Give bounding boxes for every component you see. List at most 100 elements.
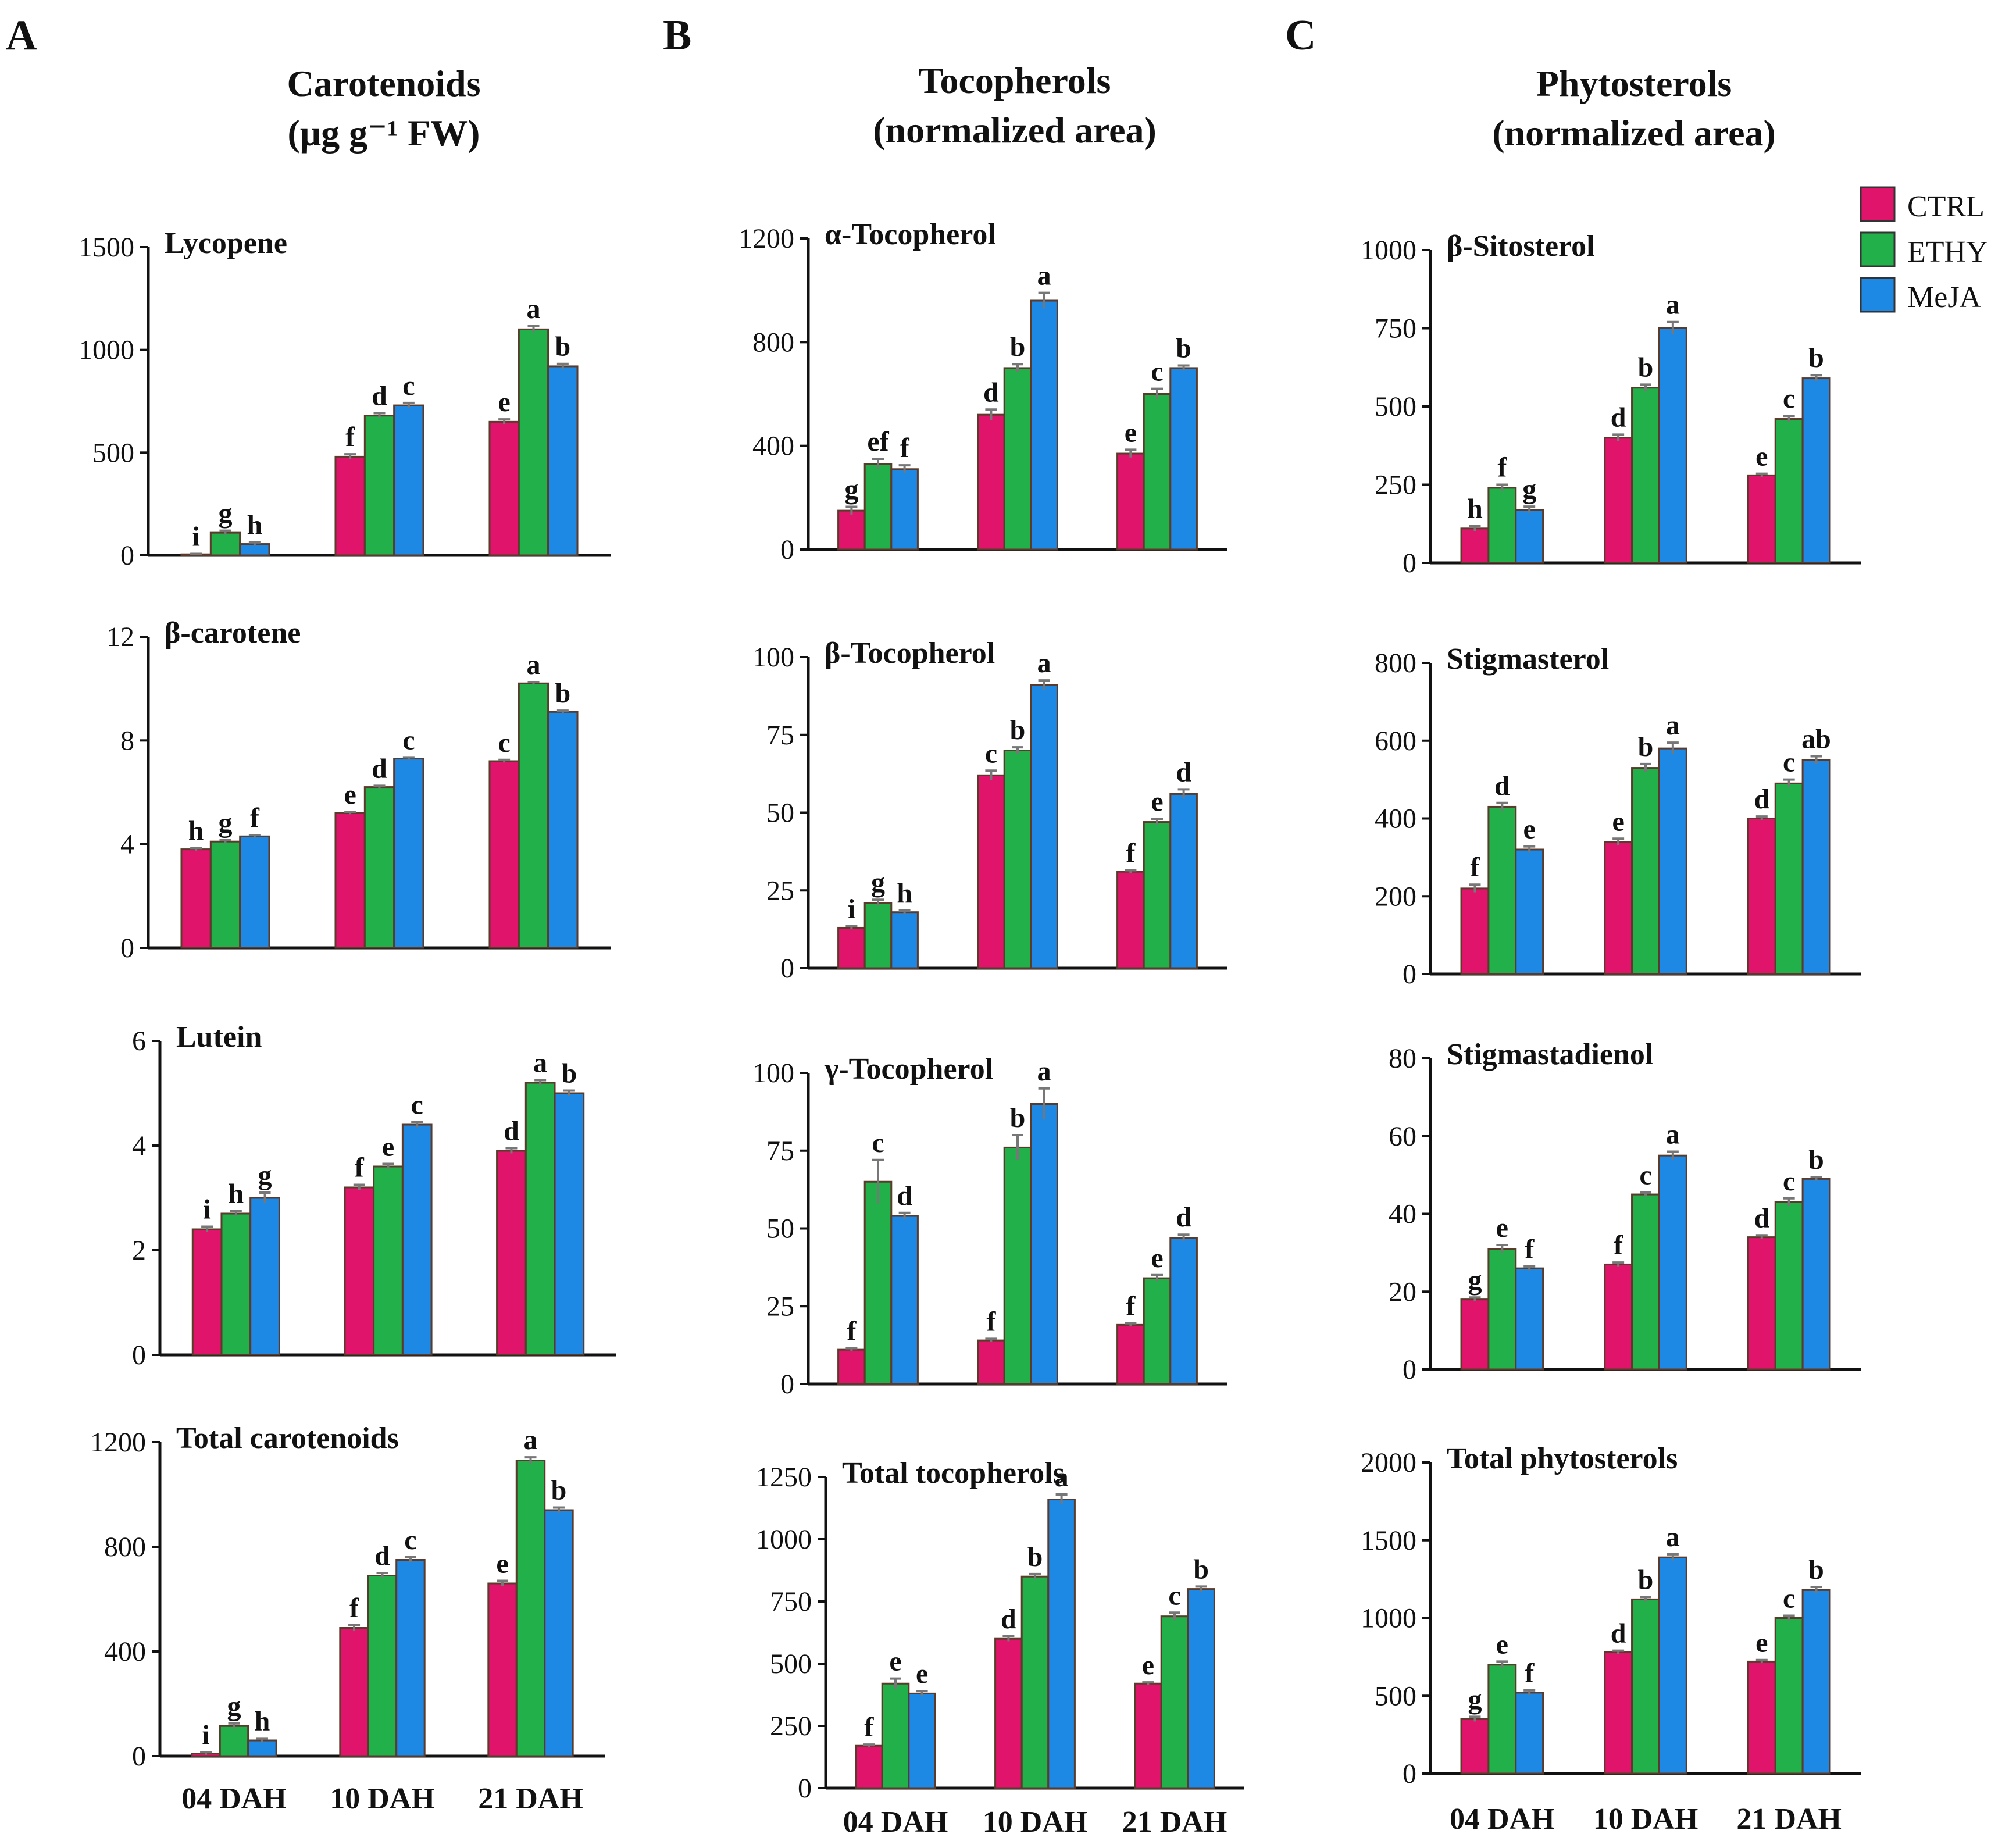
bar-ctrl-2 <box>994 1637 1023 1789</box>
significance-label: d <box>983 377 999 408</box>
significance-label: e <box>1125 417 1137 448</box>
bar-meja-3 <box>1169 367 1198 551</box>
bar-meja-2 <box>1030 299 1058 551</box>
panel-letter-b: B <box>663 12 691 59</box>
error-bar <box>985 408 997 420</box>
error-bar <box>1783 1614 1795 1621</box>
y-tick-label: 60 <box>1389 1121 1416 1152</box>
significance-label: h <box>897 878 912 909</box>
bar-ctrl-3 <box>1116 1323 1145 1385</box>
chart-beta-tocopherol: 0 25 50 75 100 β-Tocopherol ig h cb a fed <box>752 637 1227 984</box>
error-bar <box>1667 1553 1679 1561</box>
error-bar <box>219 529 231 535</box>
bar-ethy-2 <box>1020 1575 1050 1789</box>
bar-ctrl-2 <box>1604 1263 1633 1371</box>
error-bar <box>201 1225 213 1232</box>
x-category-label: 04 DAH <box>1450 1803 1555 1836</box>
error-bar <box>1755 815 1768 820</box>
y-tick-label: 0 <box>780 534 794 565</box>
bar-meja-3 <box>544 1509 574 1757</box>
error-bar <box>1612 837 1625 845</box>
error-bar <box>505 1147 518 1154</box>
significance-label: e <box>496 1549 508 1579</box>
significance-label: i <box>848 894 855 925</box>
error-bar <box>845 505 858 515</box>
chart-title: Lycopene <box>165 227 287 260</box>
y-tick-label: 6 <box>132 1026 146 1057</box>
error-bar <box>527 325 540 333</box>
significance-label: g <box>844 474 858 505</box>
error-bar <box>1012 746 1023 754</box>
bar-meja-1 <box>249 1197 280 1356</box>
y-tick-label: 0 <box>780 953 794 984</box>
significance-label: f <box>1525 1658 1535 1689</box>
error-bar <box>230 1210 242 1216</box>
significance-label: b <box>1808 343 1824 373</box>
error-bar <box>1783 778 1795 787</box>
bar-ctrl-3 <box>1116 452 1145 551</box>
significance-label: d <box>1494 770 1510 801</box>
y-tick-label: 0 <box>1403 548 1416 579</box>
error-bar <box>353 1183 365 1190</box>
bar-ctrl-1 <box>1460 1718 1490 1775</box>
significance-label: i <box>202 1719 209 1750</box>
legend-swatch-ethy <box>1860 231 1896 267</box>
significance-label: f <box>345 422 355 452</box>
y-tick-label: 200 <box>1375 881 1416 912</box>
significance-label: g <box>258 1160 272 1191</box>
y-tick-label: 400 <box>1375 804 1416 834</box>
error-bar <box>1177 788 1190 799</box>
error-bar <box>1640 1191 1651 1197</box>
x-category-label: 10 DAH <box>330 1782 435 1815</box>
significance-label: ef <box>867 426 889 457</box>
error-bar <box>1810 374 1822 381</box>
error-bar <box>898 464 911 473</box>
y-tick-label: 50 <box>766 1214 794 1244</box>
error-bar <box>1029 1572 1041 1579</box>
error-bar <box>1469 1715 1481 1722</box>
bar-meja-1 <box>1515 509 1544 564</box>
column-c-title: Phytosterols <box>1536 63 1732 104</box>
significance-label: c <box>1783 1583 1795 1614</box>
bar-ctrl-1 <box>837 926 866 969</box>
x-category-label: 21 DAH <box>1122 1806 1227 1839</box>
bar-ctrl-3 <box>496 1150 527 1356</box>
significance-label: a <box>524 1425 538 1455</box>
significance-label: g <box>219 808 233 839</box>
significance-label: d <box>1001 1604 1016 1635</box>
y-tick-label: 4 <box>120 829 134 860</box>
significance-label: a <box>1055 1462 1069 1493</box>
bar-ctrl-1 <box>855 1744 883 1789</box>
bar-ethy-2 <box>1631 387 1660 564</box>
error-bar <box>404 1556 416 1562</box>
error-bar <box>1810 1175 1822 1181</box>
significance-label: b <box>1808 1554 1824 1585</box>
y-tick-label: 1000 <box>78 335 134 366</box>
y-tick-label: 100 <box>752 642 794 673</box>
error-bar <box>1055 1493 1068 1505</box>
y-tick-label: 75 <box>766 1136 794 1166</box>
y-tick-label: 800 <box>752 327 794 358</box>
significance-label: f <box>355 1153 365 1183</box>
error-bar <box>1523 845 1536 853</box>
column-a-unit: (μg g⁻¹ FW) <box>288 112 480 154</box>
x-category-label: 21 DAH <box>1736 1803 1842 1836</box>
error-bar <box>1169 1611 1180 1621</box>
error-bar <box>376 1572 388 1578</box>
error-bar <box>1496 801 1508 811</box>
significance-label: b <box>1638 1564 1654 1595</box>
significance-label: c <box>498 727 510 758</box>
significance-label: a <box>533 1048 547 1079</box>
bar-meja-3 <box>1801 1178 1831 1371</box>
error-bar <box>200 1751 212 1755</box>
y-tick-label: 250 <box>770 1711 812 1742</box>
bar-ethy-2 <box>1003 750 1032 969</box>
bar-meja-1 <box>1515 848 1544 975</box>
bar-meja-1 <box>247 1739 277 1757</box>
significance-label: e <box>889 1646 901 1677</box>
significance-label: c <box>1168 1580 1180 1611</box>
error-bar <box>872 457 884 469</box>
bar-ethy-2 <box>1631 767 1660 975</box>
significance-label: e <box>1755 441 1768 472</box>
error-bar <box>348 1624 361 1631</box>
